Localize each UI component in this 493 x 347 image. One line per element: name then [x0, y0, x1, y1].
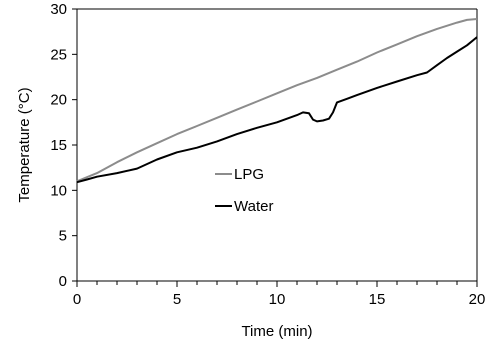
plot-area: 0 5 10 15 20 0 5 10 15 20 25 30 — [50, 1, 485, 308]
y-ticks: 0 5 10 15 20 25 30 — [50, 1, 77, 290]
legend-label-lpg: LPG — [234, 166, 264, 183]
y-axis-title: Temperature (°C) — [16, 87, 33, 202]
legend-label-water: Water — [234, 198, 273, 215]
y-tick-label: 5 — [59, 228, 67, 245]
x-tick-label: 15 — [369, 291, 386, 308]
y-tick-label: 30 — [50, 1, 67, 18]
series-group — [76, 18, 478, 184]
y-tick-label: 0 — [59, 273, 67, 290]
y-tick-label: 10 — [50, 182, 67, 199]
x-tick-label: 20 — [469, 291, 486, 308]
series-line-lpg — [76, 18, 478, 183]
x-tick-label: 10 — [269, 291, 286, 308]
y-tick-label: 20 — [50, 92, 67, 109]
x-tick-label: 0 — [73, 291, 81, 308]
series-line-water — [76, 36, 478, 184]
x-ticks: 0 5 10 15 20 — [73, 281, 486, 308]
y-tick-label: 25 — [50, 46, 67, 63]
x-axis-title: Time (min) — [241, 323, 312, 340]
legend: LPG Water — [215, 166, 273, 215]
y-tick-label: 15 — [50, 137, 67, 154]
x-tick-label: 5 — [173, 291, 181, 308]
